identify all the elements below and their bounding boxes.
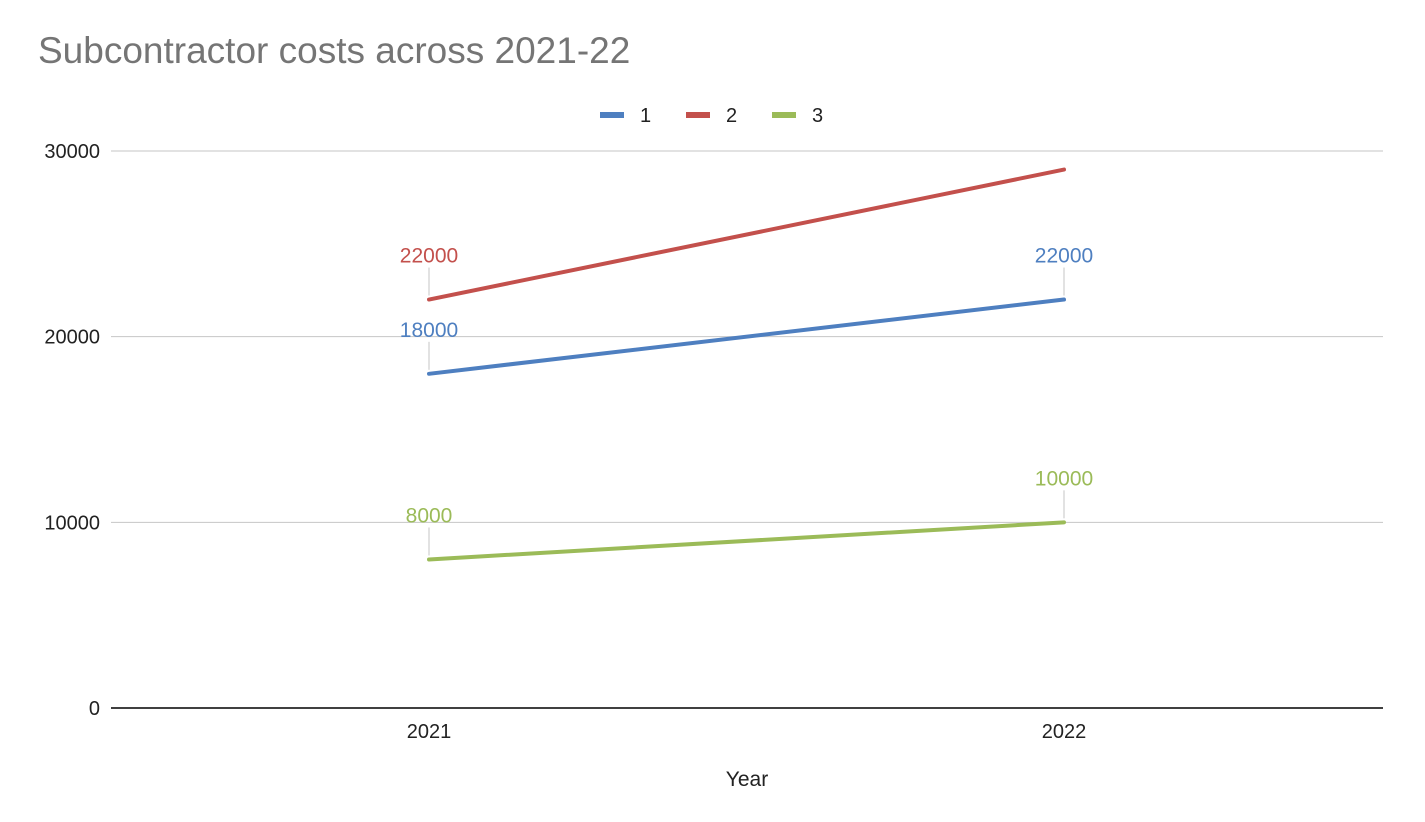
legend-label: 3 <box>812 105 823 127</box>
series-line <box>427 167 1066 302</box>
series-line <box>427 520 1066 562</box>
data-label: 22000 <box>1035 245 1093 268</box>
series-lines <box>427 167 1066 562</box>
legend-label: 1 <box>640 105 651 127</box>
data-label: 22000 <box>400 245 458 268</box>
data-label: 8000 <box>406 504 453 527</box>
data-label: 18000 <box>400 319 458 342</box>
legend-label: 2 <box>726 105 737 127</box>
x-tick-label: 2021 <box>407 721 452 743</box>
y-tick-label: 30000 <box>44 141 100 163</box>
x-axis-title: Year <box>726 768 768 791</box>
y-tick-label: 10000 <box>44 512 100 534</box>
y-tick-label: 0 <box>89 698 100 720</box>
x-tick-label: 2022 <box>1042 721 1087 743</box>
data-labels: 18000 22000 22000 8000 10000 <box>400 245 1093 556</box>
gridlines: 0 10000 20000 30000 <box>44 141 1383 720</box>
data-label: 10000 <box>1035 467 1093 490</box>
y-tick-label: 20000 <box>44 327 100 349</box>
series-line <box>427 297 1066 376</box>
chart-title: Subcontractor costs across 2021-22 <box>38 30 631 71</box>
legend: 1 2 3 <box>600 105 823 127</box>
